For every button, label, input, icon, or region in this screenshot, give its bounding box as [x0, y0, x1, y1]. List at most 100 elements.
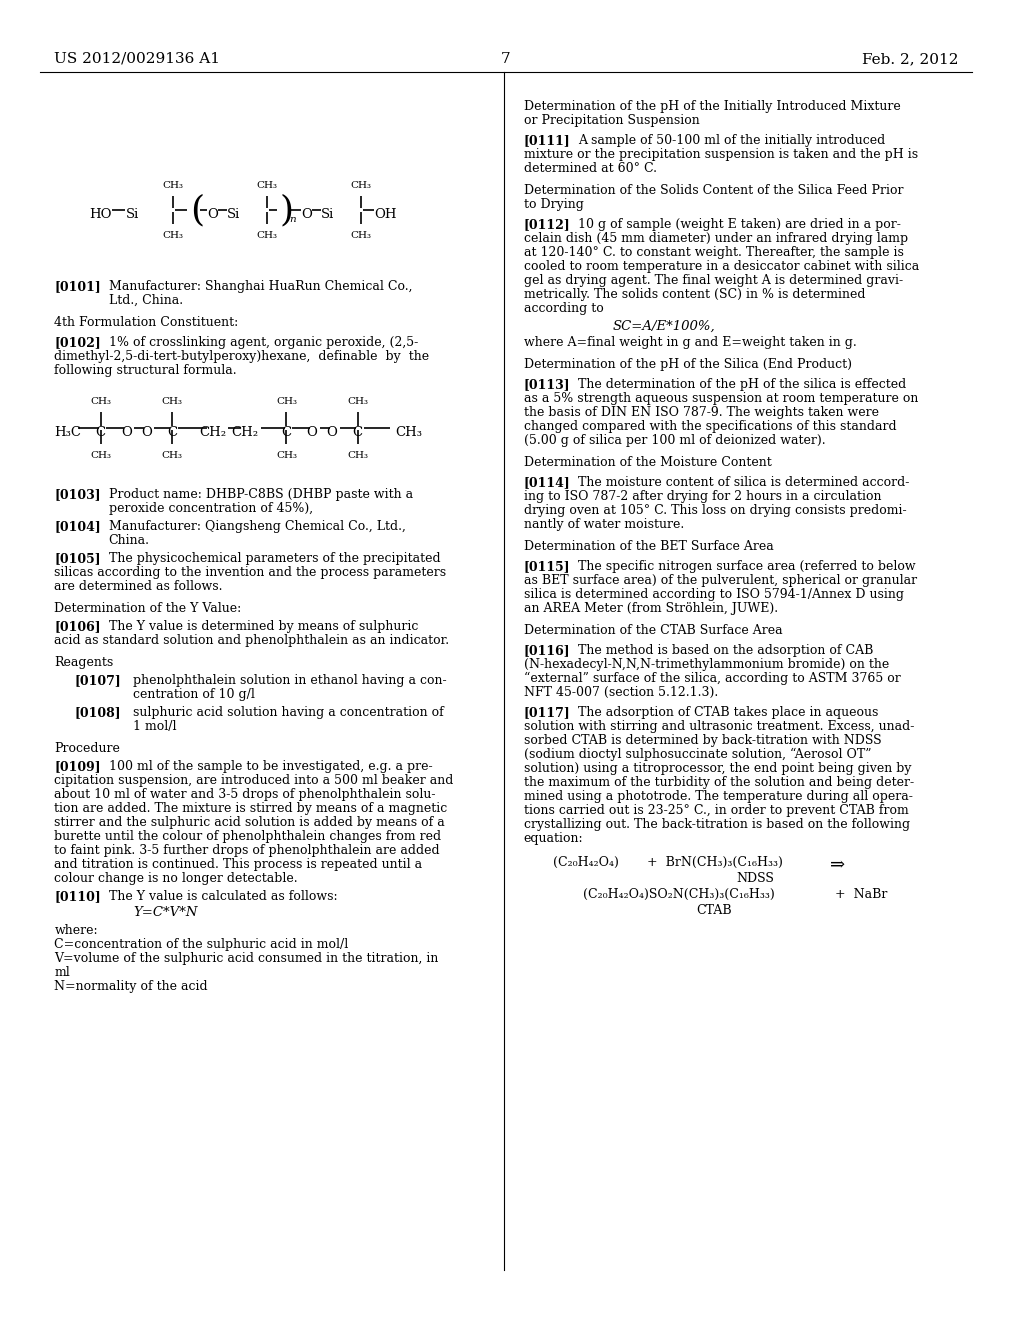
- Text: [0110]: [0110]: [54, 890, 101, 903]
- Text: H₃C: H₃C: [54, 425, 81, 438]
- Text: US 2012/0029136 A1: US 2012/0029136 A1: [54, 51, 220, 66]
- Text: SC=A/E*100%,: SC=A/E*100%,: [612, 319, 715, 333]
- Text: The moisture content of silica is determined accord-: The moisture content of silica is determ…: [578, 477, 909, 488]
- Text: Determination of the BET Surface Area: Determination of the BET Surface Area: [523, 540, 773, 553]
- Text: The determination of the pH of the silica is effected: The determination of the pH of the silic…: [578, 378, 906, 391]
- Text: at 120-140° C. to constant weight. Thereafter, the sample is: at 120-140° C. to constant weight. There…: [523, 246, 903, 259]
- Text: peroxide concentration of 45%),: peroxide concentration of 45%),: [109, 502, 312, 515]
- Text: gel as drying agent. The final weight A is determined gravi-: gel as drying agent. The final weight A …: [523, 275, 903, 286]
- Text: [0107]: [0107]: [74, 675, 121, 686]
- Text: [0117]: [0117]: [523, 706, 570, 719]
- Text: 1% of crosslinking agent, organic peroxide, (2,5-: 1% of crosslinking agent, organic peroxi…: [109, 337, 418, 348]
- Text: 7: 7: [501, 51, 511, 66]
- Text: CH₃: CH₃: [90, 397, 112, 407]
- Text: Determination of the Y Value:: Determination of the Y Value:: [54, 602, 242, 615]
- Text: Determination of the Moisture Content: Determination of the Moisture Content: [523, 455, 771, 469]
- Text: and titration is continued. This process is repeated until a: and titration is continued. This process…: [54, 858, 423, 871]
- Text: NDSS: NDSS: [736, 873, 774, 884]
- Text: silica is determined according to ISO 5794-1/Annex D using: silica is determined according to ISO 57…: [523, 587, 903, 601]
- Text: cooled to room temperature in a desiccator cabinet with silica: cooled to room temperature in a desiccat…: [523, 260, 919, 273]
- Text: OH: OH: [375, 207, 397, 220]
- Text: [0111]: [0111]: [523, 135, 570, 147]
- Text: CTAB: CTAB: [696, 904, 732, 917]
- Text: Feb. 2, 2012: Feb. 2, 2012: [862, 51, 958, 66]
- Text: +  BrN(CH₃)₃(C₁₆H₃₃): + BrN(CH₃)₃(C₁₆H₃₃): [647, 855, 783, 869]
- Text: Manufacturer: Qiangsheng Chemical Co., Ltd.,: Manufacturer: Qiangsheng Chemical Co., L…: [109, 520, 406, 533]
- Text: sulphuric acid solution having a concentration of: sulphuric acid solution having a concent…: [133, 706, 444, 719]
- Text: Manufacturer: Shanghai HuaRun Chemical Co.,: Manufacturer: Shanghai HuaRun Chemical C…: [109, 280, 413, 293]
- Text: according to: according to: [523, 302, 603, 315]
- Text: 100 ml of the sample to be investigated, e.g. a pre-: 100 ml of the sample to be investigated,…: [109, 760, 432, 774]
- Text: to Drying: to Drying: [523, 198, 584, 211]
- Text: acid as standard solution and phenolphthalein as an indicator.: acid as standard solution and phenolphth…: [54, 634, 450, 647]
- Text: [0114]: [0114]: [523, 477, 570, 488]
- Text: [0105]: [0105]: [54, 552, 101, 565]
- Text: ml: ml: [54, 966, 70, 979]
- Text: O: O: [121, 425, 132, 438]
- Text: mixture or the precipitation suspension is taken and the pH is: mixture or the precipitation suspension …: [523, 148, 918, 161]
- Text: The Y value is determined by means of sulphuric: The Y value is determined by means of su…: [109, 620, 418, 634]
- Text: CH₂: CH₂: [231, 425, 258, 438]
- Text: ): ): [280, 193, 294, 227]
- Text: phenolphthalein solution in ethanol having a con-: phenolphthalein solution in ethanol havi…: [133, 675, 447, 686]
- Text: as a 5% strength aqueous suspension at room temperature on: as a 5% strength aqueous suspension at r…: [523, 392, 918, 405]
- Text: tions carried out is 23-25° C., in order to prevent CTAB from: tions carried out is 23-25° C., in order…: [523, 804, 908, 817]
- Text: CH₃: CH₃: [90, 451, 112, 461]
- Text: stirrer and the sulphuric acid solution is added by means of a: stirrer and the sulphuric acid solution …: [54, 816, 445, 829]
- Text: Determination of the Solids Content of the Silica Feed Prior: Determination of the Solids Content of t…: [523, 183, 903, 197]
- Text: [0103]: [0103]: [54, 488, 101, 502]
- Text: metrically. The solids content (SC) in % is determined: metrically. The solids content (SC) in %…: [523, 288, 865, 301]
- Text: Determination of the pH of the Initially Introduced Mixture: Determination of the pH of the Initially…: [523, 100, 900, 114]
- Text: [0101]: [0101]: [54, 280, 101, 293]
- Text: Determination of the pH of the Silica (End Product): Determination of the pH of the Silica (E…: [523, 358, 852, 371]
- Text: equation:: equation:: [523, 832, 584, 845]
- Text: “external” surface of the silica, according to ASTM 3765 or: “external” surface of the silica, accord…: [523, 672, 900, 685]
- Text: 10 g of sample (weight E taken) are dried in a por-: 10 g of sample (weight E taken) are drie…: [578, 218, 901, 231]
- Text: sorbed CTAB is determined by back-titration with NDSS: sorbed CTAB is determined by back-titrat…: [523, 734, 882, 747]
- Text: The specific nitrogen surface area (referred to below: The specific nitrogen surface area (refe…: [578, 560, 915, 573]
- Text: The adsorption of CTAB takes place in aqueous: The adsorption of CTAB takes place in aq…: [578, 706, 879, 719]
- Text: C: C: [167, 425, 177, 438]
- Text: CH₃: CH₃: [350, 181, 371, 190]
- Text: following structural formula.: following structural formula.: [54, 364, 237, 378]
- Text: CH₃: CH₃: [276, 451, 297, 461]
- Text: solution with stirring and ultrasonic treatment. Excess, unad-: solution with stirring and ultrasonic tr…: [523, 719, 914, 733]
- Text: an AREA Meter (from Ströhlein, JUWE).: an AREA Meter (from Ströhlein, JUWE).: [523, 602, 777, 615]
- Text: The method is based on the adsorption of CAB: The method is based on the adsorption of…: [578, 644, 873, 657]
- Text: where A=final weight in g and E=weight taken in g.: where A=final weight in g and E=weight t…: [523, 337, 856, 348]
- Text: dimethyl-2,5-di-tert-butylperoxy)hexane,  definable  by  the: dimethyl-2,5-di-tert-butylperoxy)hexane,…: [54, 350, 429, 363]
- Text: O: O: [301, 207, 312, 220]
- Text: Y=C*V*N: Y=C*V*N: [133, 906, 198, 919]
- Text: Procedure: Procedure: [54, 742, 120, 755]
- Text: The physicochemical parameters of the precipitated: The physicochemical parameters of the pr…: [109, 552, 440, 565]
- Text: [0116]: [0116]: [523, 644, 570, 657]
- Text: celain dish (45 mm diameter) under an infrared drying lamp: celain dish (45 mm diameter) under an in…: [523, 232, 907, 246]
- Text: [0104]: [0104]: [54, 520, 101, 533]
- Text: C: C: [282, 425, 292, 438]
- Text: ⇒: ⇒: [829, 855, 845, 874]
- Text: NFT 45-007 (section 5.12.1.3).: NFT 45-007 (section 5.12.1.3).: [523, 686, 718, 700]
- Text: (sodium dioctyl sulphosuccinate solution, “Aerosol OT”: (sodium dioctyl sulphosuccinate solution…: [523, 748, 871, 762]
- Text: to faint pink. 3-5 further drops of phenolphthalein are added: to faint pink. 3-5 further drops of phen…: [54, 843, 440, 857]
- Text: determined at 60° C.: determined at 60° C.: [523, 162, 656, 176]
- Text: [0108]: [0108]: [74, 706, 121, 719]
- Text: O: O: [327, 425, 337, 438]
- Text: CH₃: CH₃: [163, 231, 183, 240]
- Text: Determination of the CTAB Surface Area: Determination of the CTAB Surface Area: [523, 624, 782, 638]
- Text: [0113]: [0113]: [523, 378, 570, 391]
- Text: ing to ISO 787-2 after drying for 2 hours in a circulation: ing to ISO 787-2 after drying for 2 hour…: [523, 490, 881, 503]
- Text: tion are added. The mixture is stirred by means of a magnetic: tion are added. The mixture is stirred b…: [54, 803, 447, 814]
- Text: CH₃: CH₃: [350, 231, 371, 240]
- Text: CH₃: CH₃: [347, 451, 368, 461]
- Text: Ltd., China.: Ltd., China.: [109, 294, 183, 308]
- Text: CH₃: CH₃: [276, 397, 297, 407]
- Text: changed compared with the specifications of this standard: changed compared with the specifications…: [523, 420, 896, 433]
- Text: centration of 10 g/l: centration of 10 g/l: [133, 688, 255, 701]
- Text: silicas according to the invention and the process parameters: silicas according to the invention and t…: [54, 566, 446, 579]
- Text: (C₂₀H₄₂O₄): (C₂₀H₄₂O₄): [553, 855, 620, 869]
- Text: solution) using a titroprocessor, the end point being given by: solution) using a titroprocessor, the en…: [523, 762, 911, 775]
- Text: or Precipitation Suspension: or Precipitation Suspension: [523, 114, 699, 127]
- Text: CH₃: CH₃: [162, 397, 182, 407]
- Text: Si: Si: [227, 207, 241, 220]
- Text: about 10 ml of water and 3-5 drops of phenolphthalein solu-: about 10 ml of water and 3-5 drops of ph…: [54, 788, 436, 801]
